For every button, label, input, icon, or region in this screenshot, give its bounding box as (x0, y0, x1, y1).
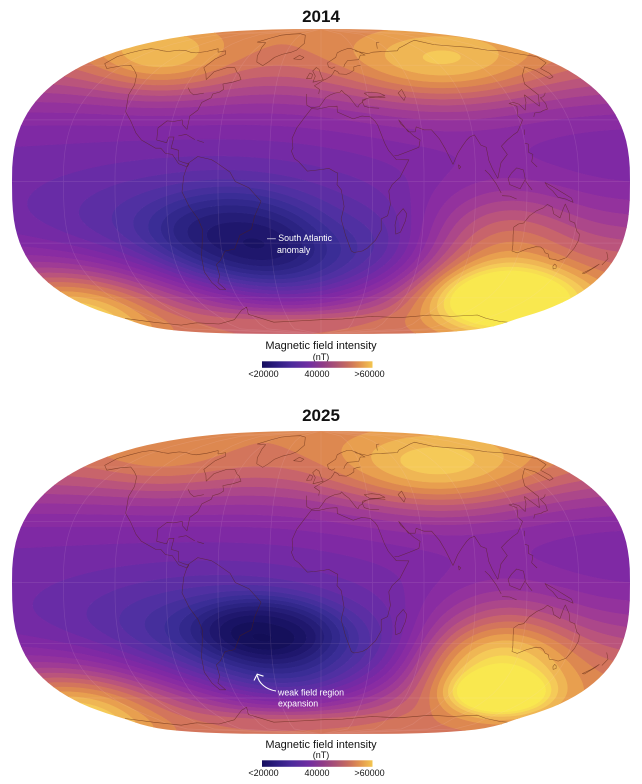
svg-text:<20000: <20000 (248, 768, 278, 778)
svg-text:— South Atlantic: — South Atlantic (267, 233, 333, 243)
svg-text:(nT): (nT) (313, 750, 330, 760)
svg-text:2014: 2014 (302, 7, 340, 26)
svg-text:Magnetic field intensity: Magnetic field intensity (265, 340, 377, 352)
svg-text:expansion: expansion (278, 699, 318, 709)
svg-text:>60000: >60000 (354, 768, 384, 778)
svg-text:2025: 2025 (302, 406, 340, 425)
svg-text:anomaly: anomaly (277, 245, 311, 255)
svg-text:<20000: <20000 (248, 369, 278, 379)
svg-text:Magnetic field intensity: Magnetic field intensity (265, 739, 377, 751)
svg-text:weak field region: weak field region (277, 688, 344, 698)
svg-text:40000: 40000 (304, 768, 329, 778)
svg-text:>60000: >60000 (354, 369, 384, 379)
svg-text:40000: 40000 (304, 369, 329, 379)
svg-text:(nT): (nT) (313, 352, 330, 362)
